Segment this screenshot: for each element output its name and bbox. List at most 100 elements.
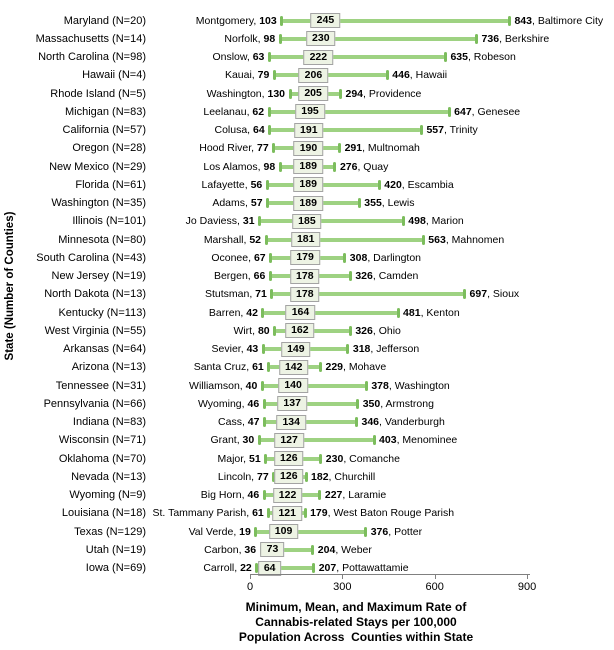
chart-row: Oklahoma (N=70) Major, 51 126 230, Coman… (0, 450, 614, 468)
min-cap (267, 508, 271, 519)
min-value-text: 71 (255, 288, 267, 301)
min-county-text: Jo Daviess, (185, 215, 243, 228)
state-label: New Jersey (N=19) (51, 270, 146, 282)
mean-value-box: 245 (310, 13, 341, 28)
min-county-text: Leelanau, (203, 105, 253, 118)
chart-title: Minimum, Mean, and Maximum Rate of Canna… (238, 600, 474, 644)
min-cap (278, 161, 282, 172)
min-county-text: Lafayette, (201, 178, 251, 191)
min-county-text: Los Alamos, (203, 160, 264, 173)
max-cap (311, 544, 315, 555)
chart-row: Nevada (N=13) Lincoln, 77 126 182, Churc… (0, 468, 614, 486)
max-cap (333, 161, 337, 172)
min-cap (257, 435, 261, 446)
chart-row: Oregon (N=28) Hood River, 77 190 291, Mu… (0, 139, 614, 157)
chart-row: Wyoming (N=9) Big Horn, 46 122 227, Lara… (0, 486, 614, 504)
mean-value-box: 64 (257, 560, 282, 576)
state-label: Tennessee (N=31) (55, 379, 146, 392)
max-value-text: 563 (428, 233, 446, 246)
mean-value-box: 189 (293, 195, 323, 211)
max-cap (338, 88, 342, 99)
state-label: Wisconsin (N=71) (58, 434, 146, 447)
min-value-text: 57 (250, 197, 263, 209)
mean-value-box: 179 (290, 250, 320, 266)
max-cap (475, 33, 479, 44)
min-value-text: 47 (247, 416, 260, 428)
min-cap (262, 398, 266, 409)
min-label: Bergen, 66 (214, 267, 265, 285)
min-label: Leelanau, 62 (203, 103, 264, 121)
max-label: 294, Providence (345, 85, 421, 103)
mean-value-box: 191 (294, 122, 324, 138)
chart-row: North Dakota (N=13) Stutsman, 71 178 697… (0, 285, 614, 303)
mean-value-box: 190 (293, 140, 324, 156)
min-county-text: Wirt, (233, 324, 258, 337)
max-county-text: , Trinity (443, 124, 478, 136)
max-label: 179, West Baton Rouge Parish (310, 504, 454, 522)
min-value-text: 63 (252, 51, 265, 63)
min-value-text: 52 (249, 233, 262, 246)
state-label: Iowa (N=69) (85, 562, 146, 574)
mean-value-box: 189 (293, 159, 323, 174)
max-cap (421, 234, 425, 245)
chart-row: Louisiana (N=18) St. Tammany Parish, 61 … (0, 504, 614, 522)
min-label: Carroll, 22 (203, 559, 251, 577)
mean-value-box: 126 (274, 451, 304, 466)
max-label: 291, Multnomah (345, 139, 420, 157)
max-county-text: , Baltimore City (532, 14, 604, 27)
state-label: Arizona (N=13) (71, 361, 146, 374)
chart-row: California (N=57) Colusa, 64 191 557, Tr… (0, 121, 614, 139)
mean-value-box: 222 (303, 49, 334, 65)
max-value-text: 376 (370, 525, 389, 538)
range-bar (267, 182, 380, 187)
min-county-text: Marshall, (203, 233, 250, 246)
x-tick-label: 600 (425, 581, 444, 593)
max-cap (463, 289, 467, 300)
max-value-text: 227 (324, 489, 343, 501)
min-county-text: Williamson, (189, 379, 246, 392)
max-county-text: , Vanderburgh (379, 416, 445, 428)
max-value-text: 403 (379, 434, 397, 447)
max-county-text: , Robeson (467, 51, 516, 63)
min-cap (267, 106, 271, 117)
min-cap (264, 234, 268, 245)
mean-value-box: 162 (285, 323, 315, 339)
min-cap (265, 179, 269, 190)
chart-row: North Carolina (N=98) Onslow, 63 222 635… (0, 48, 614, 66)
max-value-text: 498 (408, 215, 426, 228)
range-bar (269, 128, 422, 132)
mean-value-box: 189 (293, 177, 323, 193)
max-cap (357, 198, 361, 208)
chart-row: Texas (N=129) Val Verde, 19 109 376, Pot… (0, 523, 614, 541)
max-value-text: 207 (318, 562, 337, 574)
max-county-text: , Washington (388, 379, 450, 392)
state-label: Washington (N=35) (51, 197, 146, 209)
min-label: Los Alamos, 98 (203, 158, 275, 176)
mean-value-box: 181 (290, 232, 321, 247)
chart-row: Massachusetts (N=14) Norfolk, 98 230 736… (0, 30, 614, 48)
state-label: Kentucky (N=113) (58, 306, 146, 319)
range-bar (261, 547, 313, 552)
chart-row: Tennessee (N=31) Williamson, 40 140 378,… (0, 377, 614, 395)
mean-value-box: 149 (281, 341, 311, 357)
max-county-text: , Kenton (420, 306, 460, 319)
min-county-text: Wyoming, (197, 397, 248, 410)
max-label: 736, Berkshire (482, 30, 550, 48)
x-tick-label: 900 (517, 581, 537, 593)
max-value-text: 355 (364, 197, 382, 209)
mean-value-box: 205 (298, 86, 328, 101)
min-county-text: Colusa, (214, 124, 254, 136)
max-label: 635, Robeson (450, 48, 515, 66)
max-cap (338, 143, 342, 154)
max-value-text: 294 (345, 87, 364, 100)
max-value-text: 647 (454, 105, 472, 118)
min-value-text: 98 (263, 32, 276, 45)
mean-value-box: 178 (290, 286, 320, 302)
min-cap (272, 143, 276, 154)
max-label: 420, Escambia (384, 176, 453, 194)
max-label: 557, Trinity (426, 121, 477, 139)
min-county-text: Adams, (212, 197, 251, 209)
min-label: Norfolk, 98 (224, 30, 275, 48)
state-label: Texas (N=129) (74, 525, 146, 538)
